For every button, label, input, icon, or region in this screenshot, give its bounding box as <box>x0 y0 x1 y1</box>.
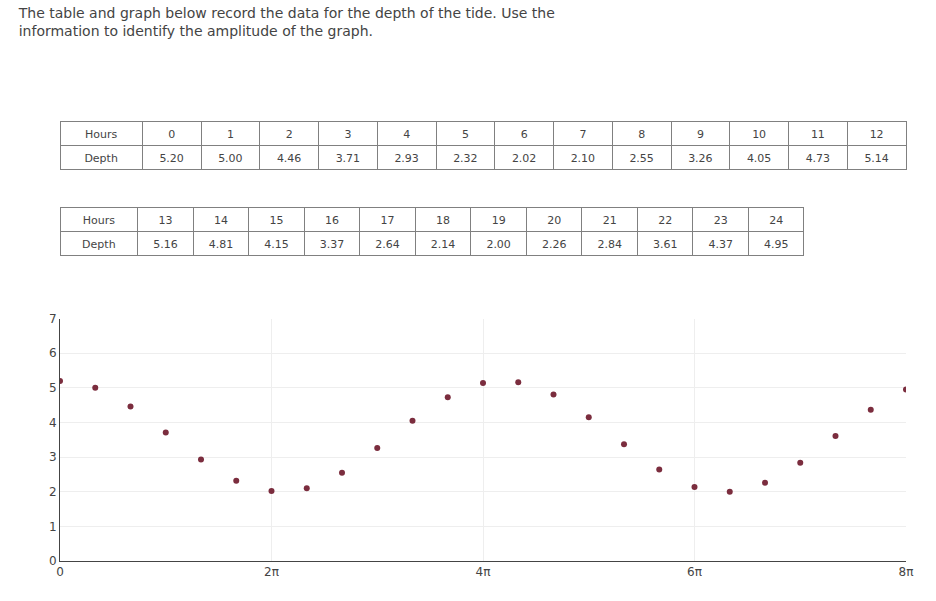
svg-text:2.64: 2.64 <box>375 238 400 251</box>
svg-text:7: 7 <box>49 312 57 326</box>
svg-text:22: 22 <box>658 214 672 227</box>
svg-text:5.14: 5.14 <box>864 152 889 165</box>
svg-text:7: 7 <box>579 128 586 141</box>
svg-text:1: 1 <box>49 520 57 534</box>
svg-text:4.37: 4.37 <box>708 238 733 251</box>
svg-text:5: 5 <box>462 128 469 141</box>
svg-text:4: 4 <box>403 128 410 141</box>
svg-text:9: 9 <box>697 128 704 141</box>
svg-text:0: 0 <box>168 128 175 141</box>
svg-text:2: 2 <box>49 485 57 499</box>
svg-text:18: 18 <box>436 214 450 227</box>
svg-text:4: 4 <box>49 416 57 430</box>
svg-text:3.37: 3.37 <box>320 238 345 251</box>
svg-text:2.10: 2.10 <box>571 152 596 165</box>
svg-text:0: 0 <box>49 554 57 568</box>
svg-text:5.20: 5.20 <box>159 152 184 165</box>
svg-text:2π: 2π <box>264 565 279 579</box>
svg-text:15: 15 <box>270 214 284 227</box>
svg-text:13: 13 <box>158 214 172 227</box>
svg-text:2.55: 2.55 <box>629 152 654 165</box>
svg-text:4.81: 4.81 <box>209 238 233 251</box>
svg-text:6π: 6π <box>687 565 702 579</box>
svg-text:2.84: 2.84 <box>597 238 622 251</box>
svg-text:5.00: 5.00 <box>218 152 243 165</box>
svg-text:4.15: 4.15 <box>264 238 289 251</box>
svg-text:3: 3 <box>344 128 351 141</box>
svg-text:2.93: 2.93 <box>394 152 419 165</box>
svg-text:4.05: 4.05 <box>747 152 772 165</box>
svg-text:2.02: 2.02 <box>512 152 537 165</box>
svg-text:Hours: Hours <box>83 214 115 227</box>
svg-text:3.71: 3.71 <box>336 152 361 165</box>
svg-text:1: 1 <box>227 128 234 141</box>
svg-text:Depth: Depth <box>84 152 118 165</box>
svg-text:11: 11 <box>811 128 825 141</box>
svg-text:19: 19 <box>492 214 506 227</box>
svg-text:2.26: 2.26 <box>542 238 567 251</box>
svg-text:2.32: 2.32 <box>453 152 478 165</box>
svg-text:The table and graph below reco: The table and graph below record the dat… <box>18 5 555 39</box>
svg-text:8π: 8π <box>899 565 914 579</box>
svg-text:4.95: 4.95 <box>764 238 789 251</box>
svg-text:4.46: 4.46 <box>277 152 302 165</box>
svg-text:17: 17 <box>381 214 395 227</box>
svg-text:24: 24 <box>769 214 783 227</box>
svg-text:8: 8 <box>638 128 645 141</box>
svg-text:10: 10 <box>752 128 766 141</box>
svg-text:2: 2 <box>286 128 293 141</box>
svg-text:21: 21 <box>603 214 617 227</box>
svg-text:5: 5 <box>49 381 57 395</box>
svg-text:2.14: 2.14 <box>431 238 456 251</box>
svg-text:6: 6 <box>49 346 57 360</box>
svg-text:3.26: 3.26 <box>688 152 713 165</box>
svg-text:2.00: 2.00 <box>486 238 511 251</box>
svg-text:3.61: 3.61 <box>653 238 678 251</box>
svg-text:0: 0 <box>56 565 64 579</box>
svg-text:20: 20 <box>547 214 561 227</box>
svg-text:16: 16 <box>325 214 339 227</box>
svg-text:6: 6 <box>521 128 528 141</box>
svg-text:Hours: Hours <box>85 128 117 141</box>
svg-text:23: 23 <box>714 214 728 227</box>
svg-text:4.73: 4.73 <box>806 152 831 165</box>
svg-text:Depth: Depth <box>82 238 116 251</box>
svg-text:4π: 4π <box>476 565 491 579</box>
svg-text:5.16: 5.16 <box>153 238 178 251</box>
svg-text:12: 12 <box>870 128 884 141</box>
svg-text:3: 3 <box>49 450 57 464</box>
svg-text:14: 14 <box>214 214 228 227</box>
